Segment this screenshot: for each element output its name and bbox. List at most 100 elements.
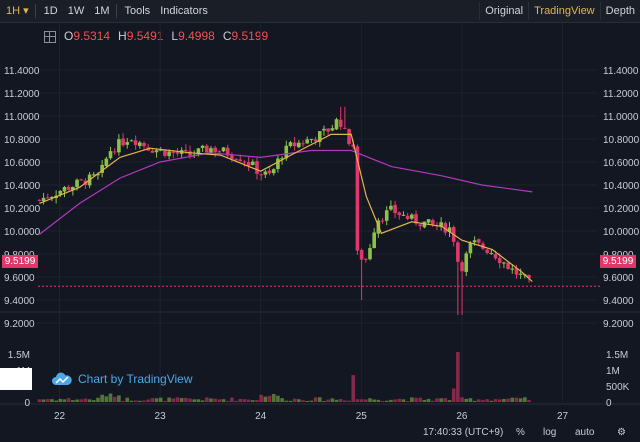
volume-bar: [125, 397, 130, 402]
candle-body: [456, 242, 460, 262]
volume-axis-tick-left: 1.5M: [8, 350, 30, 361]
volume-bar: [45, 399, 50, 402]
volume-bar: [384, 400, 389, 402]
volume-bar: [481, 400, 485, 402]
candle-body: [184, 150, 188, 152]
volume-bar: [389, 399, 393, 402]
volume-bar: [100, 394, 104, 402]
side-panel-tab[interactable]: [0, 368, 32, 390]
moving-average-fast: [39, 133, 533, 283]
time-axis-tick: 22: [54, 411, 66, 422]
candle-body: [196, 148, 201, 155]
ohlc-legend: O9.5314 H9.5491 L9.4998 C9.5199: [44, 29, 268, 43]
candle-body: [66, 186, 71, 190]
candle-body: [380, 220, 385, 222]
indicators-button[interactable]: Indicators: [160, 5, 208, 17]
volume-bar: [171, 398, 176, 402]
view-tradingview-button[interactable]: TradingView: [528, 2, 600, 20]
toolbar-divider: [34, 4, 36, 18]
candle-body: [443, 223, 448, 233]
volume-bar: [192, 399, 197, 402]
volume-bar: [179, 398, 184, 402]
volume-bar: [334, 399, 339, 402]
candle-body: [133, 140, 138, 145]
candle-body: [129, 140, 134, 142]
volume-bar: [397, 398, 402, 402]
candle-body: [234, 159, 238, 161]
volume-bar: [305, 401, 310, 402]
volume-bar: [121, 400, 125, 402]
candle-body: [91, 174, 96, 176]
high-label: H: [118, 29, 127, 43]
interval-1w-button[interactable]: 1W: [67, 5, 85, 17]
candle-body: [414, 214, 418, 224]
price-axis-tick-left: 10.2000: [4, 204, 41, 215]
volume-bar: [368, 398, 372, 402]
volume-bar: [472, 400, 477, 402]
gear-icon[interactable]: ⚙: [617, 427, 626, 438]
volume-bar: [489, 400, 494, 402]
price-axis-tick-right: 10.6000: [603, 158, 640, 169]
candle-body: [322, 128, 326, 131]
candle-body: [472, 240, 477, 243]
price-chart[interactable]: 11.4000 11.4000 11.2000 11.2000 11.0000 11.00…: [0, 22, 640, 424]
candle-body: [112, 151, 117, 153]
volume-bar: [288, 400, 293, 402]
volume-bar: [451, 388, 456, 402]
current-price-tag-right: 9.5199: [600, 255, 636, 268]
volume-bar: [96, 397, 100, 402]
view-original-button[interactable]: Original: [479, 2, 528, 20]
tools-button[interactable]: Tools: [124, 5, 151, 17]
volume-bar: [271, 394, 276, 402]
candle-body: [37, 199, 42, 201]
volume-bar: [297, 399, 301, 402]
candle-body: [447, 227, 452, 232]
volume-bar: [477, 399, 481, 402]
price-axis-tick-right: 11.4000: [603, 66, 639, 77]
close-label: C: [222, 29, 232, 43]
price-axis-tick-right: 10.2000: [603, 204, 640, 215]
volume-axis-tick-left: 0: [24, 398, 30, 409]
volume-bar: [330, 398, 335, 402]
price-axis-tick-left: 9.4000: [4, 296, 35, 307]
volume-bar: [460, 397, 464, 402]
volume-bar: [87, 399, 92, 402]
candle-body: [230, 155, 234, 159]
volume-bar: [104, 396, 109, 402]
volume-bar: [91, 400, 96, 402]
view-depth-button[interactable]: Depth: [599, 2, 640, 20]
log-toggle[interactable]: log: [543, 427, 557, 438]
tradingview-branding[interactable]: Chart by TradingView: [52, 372, 193, 386]
auto-toggle[interactable]: auto: [575, 427, 595, 438]
candle-body: [267, 170, 272, 174]
candle-body: [271, 169, 276, 174]
volume-bar: [435, 398, 439, 402]
volume-bar: [301, 400, 305, 402]
candle-body: [518, 273, 523, 275]
volume-bar: [41, 399, 46, 402]
candle-body: [317, 131, 322, 142]
volume-bar: [50, 399, 54, 402]
interval-1d-button[interactable]: 1D: [43, 5, 58, 17]
candle-body: [117, 139, 121, 153]
candle-body: [489, 253, 494, 255]
volume-bar: [209, 398, 213, 402]
volume-bar: [133, 400, 138, 402]
price-axis-tick-right: 10.4000: [603, 181, 640, 192]
volume-bar: [414, 397, 418, 402]
volume-bar: [62, 399, 67, 402]
crosshair-icon[interactable]: [44, 31, 56, 43]
time-axis-tick: 26: [456, 411, 468, 422]
candle-body: [71, 186, 75, 191]
interval-selector[interactable]: 1H ▾: [2, 2, 33, 20]
price-axis-tick-right: 11.0000: [603, 112, 639, 123]
volume-bar: [401, 399, 406, 402]
volume-bar: [259, 394, 263, 402]
candle-body: [125, 142, 130, 145]
price-axis-tick-left: 10.4000: [4, 181, 41, 192]
volume-bar: [418, 397, 423, 402]
candle-body: [330, 128, 335, 131]
interval-1m-button[interactable]: 1M: [94, 5, 110, 17]
percent-toggle[interactable]: %: [516, 427, 525, 438]
close-value: 9.5199: [231, 29, 269, 43]
